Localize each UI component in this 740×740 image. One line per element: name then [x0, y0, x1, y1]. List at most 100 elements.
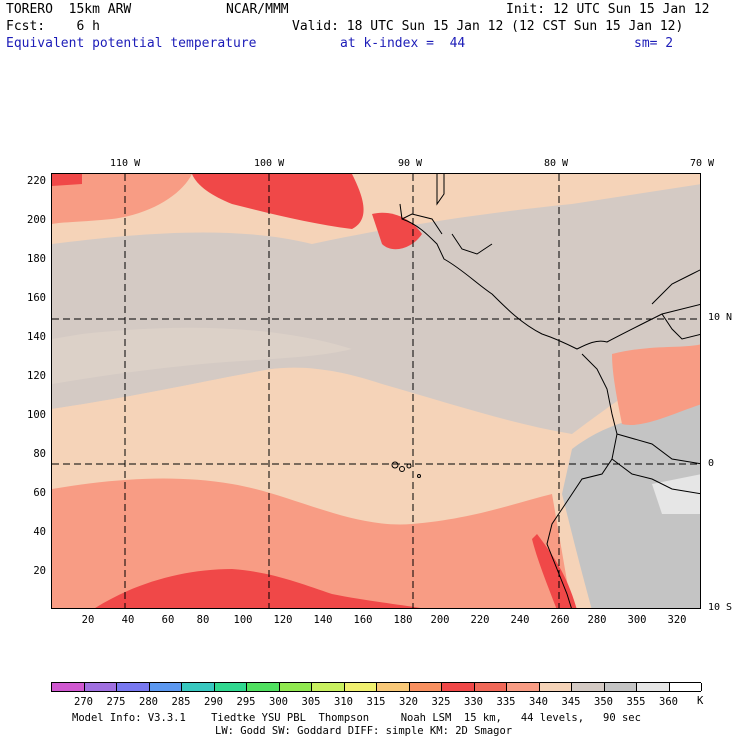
colorbar-cell	[214, 683, 247, 691]
x-tick: 260	[550, 614, 570, 626]
lon-label: 80 W	[544, 158, 569, 169]
lat-label: 10 S	[708, 602, 733, 613]
y-tick: 140	[27, 331, 46, 343]
colorbar-cell	[84, 683, 117, 691]
colorbar-label: 340	[529, 696, 548, 708]
x-tick: 300	[627, 614, 647, 626]
field-345-tongue	[52, 368, 572, 489]
colorbar-cell	[442, 683, 475, 691]
colorbar-label: 305	[301, 696, 321, 708]
field-330-nw	[52, 174, 82, 186]
model-title: TORERO 15km ARW	[6, 2, 132, 17]
field-330-south	[95, 569, 421, 608]
x-tick: 160	[353, 614, 373, 626]
y-tick: 180	[27, 253, 46, 265]
valid-time: Valid: 18 UTC Sun 15 Jan 12 (12 CST Sun …	[292, 19, 684, 34]
colorbar-label: 270	[74, 696, 93, 708]
colorbar-label: 330	[464, 696, 483, 708]
x-tick: 200	[430, 614, 450, 626]
colorbar-label: 315	[366, 696, 386, 708]
y-tick: 40	[33, 526, 46, 538]
colorbar-cell	[377, 683, 410, 691]
colorbar-cell	[149, 683, 182, 691]
x-tick: 80	[196, 614, 210, 626]
lat-label: 0	[708, 458, 715, 469]
x-tick: 180	[393, 614, 413, 626]
colorbar-unit: K	[697, 695, 704, 707]
colorbar-cell	[182, 683, 215, 691]
x-tick: 100	[233, 614, 253, 626]
map-panel	[51, 173, 701, 609]
colorbar-cell	[539, 683, 572, 691]
y-tick: 100	[27, 409, 46, 421]
model-info: Model Info: V3.3.1 Tiedtke YSU PBL Thomp…	[72, 712, 641, 724]
field-name: Equivalent potential temperature	[6, 36, 257, 51]
level-info: at k-index = 44	[340, 36, 466, 51]
colorbar-label: 355	[626, 696, 646, 708]
colorbar-label: 280	[139, 696, 158, 708]
colorbar-label: 350	[594, 696, 613, 708]
colorbar-cell	[604, 683, 637, 691]
field-band-inner	[52, 327, 352, 384]
x-tick: 280	[587, 614, 607, 626]
colorbar-label: 345	[561, 696, 581, 708]
forecast-hour: Fcst: 6 h	[6, 19, 100, 34]
lat-label: 10 N	[708, 312, 733, 323]
center-title: NCAR/MMM	[226, 2, 289, 17]
colorbar-cell	[572, 683, 605, 691]
field-330-north	[192, 174, 364, 229]
lon-label: 90 W	[398, 158, 423, 169]
colorbar-cell	[52, 683, 85, 691]
colorbar-label: 320	[399, 696, 418, 708]
smoothing-info: sm= 2	[634, 36, 674, 51]
field-350-band	[52, 184, 700, 434]
y-tick: 60	[33, 487, 46, 499]
x-tick: 140	[313, 614, 333, 626]
colorbar-label: 285	[171, 696, 191, 708]
coastlines	[399, 174, 700, 608]
x-tick: 60	[161, 614, 175, 626]
y-tick: 200	[27, 214, 46, 226]
y-tick: 220	[27, 175, 46, 187]
graticule	[52, 174, 700, 608]
x-tick: 20	[81, 614, 95, 626]
colorbar	[51, 682, 702, 692]
galapagos-islands	[391, 461, 421, 478]
colorbar-cell	[637, 683, 670, 691]
x-tick: 220	[470, 614, 490, 626]
lon-label: 110 W	[110, 158, 141, 169]
x-tick: 40	[121, 614, 135, 626]
colorbar-label: 275	[106, 696, 126, 708]
y-tick: 20	[33, 565, 46, 577]
field-360-patch	[652, 474, 700, 514]
x-tick: 120	[273, 614, 293, 626]
colorbar-cell	[247, 683, 280, 691]
theta-e-field	[52, 174, 700, 608]
colorbar-label: 335	[496, 696, 516, 708]
field-355-land	[562, 404, 700, 608]
colorbar-cell	[507, 683, 540, 691]
y-tick: 80	[33, 448, 46, 460]
init-time: Init: 12 UTC Sun 15 Jan 12	[506, 2, 710, 17]
colorbar-cell	[409, 683, 442, 691]
colorbar-label: 295	[236, 696, 256, 708]
lon-label: 100 W	[254, 158, 285, 169]
colorbar-cell	[669, 683, 702, 691]
physics-info: LW: Godd SW: Goddard DIFF: simple KM: 2D…	[215, 725, 513, 737]
colorbar-label: 290	[204, 696, 223, 708]
colorbar-cell	[312, 683, 345, 691]
colorbar-cell	[117, 683, 150, 691]
colorbar-cell	[279, 683, 312, 691]
colorbar-label: 325	[431, 696, 451, 708]
colorbar-cell	[344, 683, 377, 691]
field-340-colombia	[612, 344, 700, 425]
field-340-nw	[52, 174, 192, 224]
colorbar-label: 300	[269, 696, 288, 708]
lon-label: 70 W	[690, 158, 715, 169]
colorbar-cell	[474, 683, 507, 691]
colorbar-label: 310	[334, 696, 353, 708]
y-tick: 160	[27, 292, 46, 304]
colorbar-label: 360	[659, 696, 678, 708]
y-tick: 120	[27, 370, 46, 382]
x-tick: 320	[667, 614, 687, 626]
